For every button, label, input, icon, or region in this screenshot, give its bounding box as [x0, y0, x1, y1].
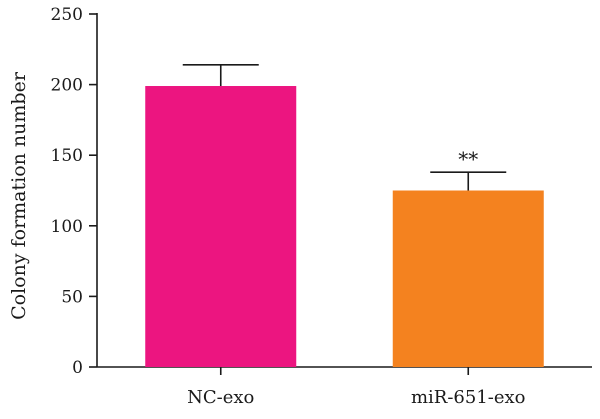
- y-tick-label-0: 0: [72, 358, 83, 378]
- bar-mir-651-exo: [392, 190, 544, 367]
- y-axis: 0 50 100 150 200 250: [51, 5, 98, 378]
- y-axis-title: Colony formation number: [8, 71, 30, 320]
- y-tick-label-5: 250: [51, 5, 83, 25]
- bars-group: **: [145, 64, 544, 368]
- significance-mark-1: **: [458, 147, 478, 171]
- y-tick-label-1: 50: [61, 287, 83, 307]
- x-tick-label-0: NC-exo: [187, 387, 254, 408]
- y-tick-label-2: 100: [51, 217, 83, 237]
- y-tick-label-3: 150: [51, 146, 83, 166]
- x-axis: NC-exo miR-651-exo: [97, 366, 592, 408]
- y-tick-label-4: 200: [51, 76, 83, 96]
- x-tick-label-1: miR-651-exo: [411, 387, 526, 408]
- bar-nc-exo: [145, 86, 297, 368]
